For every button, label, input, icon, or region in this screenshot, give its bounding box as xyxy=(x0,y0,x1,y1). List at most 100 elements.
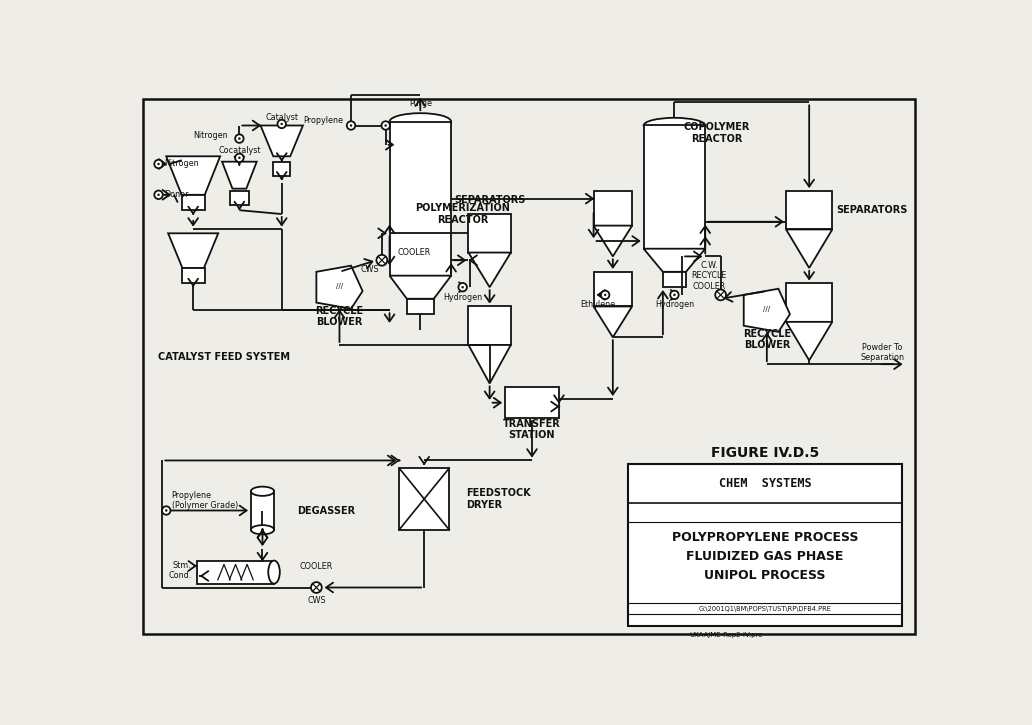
Circle shape xyxy=(235,154,244,162)
Circle shape xyxy=(311,582,322,593)
Text: UNIPOL PROCESS: UNIPOL PROCESS xyxy=(704,569,826,582)
Text: SEPARATORS: SEPARATORS xyxy=(836,205,907,215)
Bar xyxy=(230,191,249,204)
Bar xyxy=(628,464,902,626)
Text: ///: /// xyxy=(336,283,343,289)
Text: Donor: Donor xyxy=(164,190,189,199)
Circle shape xyxy=(385,125,387,126)
Bar xyxy=(389,122,451,276)
Text: C.W.
RECYCLE
COOLER: C.W. RECYCLE COOLER xyxy=(691,261,727,291)
Circle shape xyxy=(347,121,355,130)
Polygon shape xyxy=(593,225,632,257)
Text: CWS: CWS xyxy=(361,265,380,274)
Bar xyxy=(182,195,204,210)
Bar xyxy=(273,162,290,175)
Bar xyxy=(469,214,511,252)
Circle shape xyxy=(377,255,387,265)
Circle shape xyxy=(165,510,167,512)
Text: RECYCLE
BLOWER: RECYCLE BLOWER xyxy=(316,306,363,327)
Circle shape xyxy=(715,289,727,300)
Text: Cocatalyst: Cocatalyst xyxy=(218,146,261,154)
Polygon shape xyxy=(786,322,832,360)
Text: COOLER: COOLER xyxy=(299,562,333,571)
Polygon shape xyxy=(469,345,511,384)
Polygon shape xyxy=(168,233,218,268)
Text: CHEM  SYSTEMS: CHEM SYSTEMS xyxy=(718,477,811,490)
Bar xyxy=(786,283,832,322)
Circle shape xyxy=(235,134,244,143)
Ellipse shape xyxy=(251,525,275,534)
Circle shape xyxy=(670,291,679,299)
Ellipse shape xyxy=(268,560,280,584)
Bar xyxy=(786,191,832,229)
Bar xyxy=(644,125,705,249)
Circle shape xyxy=(158,163,160,165)
Circle shape xyxy=(281,123,283,125)
Text: TRANSFER
STATION: TRANSFER STATION xyxy=(504,419,560,441)
Polygon shape xyxy=(469,252,511,287)
Circle shape xyxy=(155,191,163,199)
Circle shape xyxy=(155,160,163,168)
Text: Powder To
Separation: Powder To Separation xyxy=(861,343,904,362)
Text: G:\2001Q1\BM\POPS\TUST\RP\DFB4.PRE: G:\2001Q1\BM\POPS\TUST\RP\DFB4.PRE xyxy=(699,606,832,612)
Circle shape xyxy=(162,506,170,515)
Polygon shape xyxy=(260,125,303,157)
Text: Cond.: Cond. xyxy=(168,571,192,581)
Polygon shape xyxy=(744,289,789,332)
Text: CATALYST FEED SYSTEM: CATALYST FEED SYSTEM xyxy=(158,352,290,362)
Text: Propylene
(Polymer Grade): Propylene (Polymer Grade) xyxy=(171,491,237,510)
Text: Nitrogen: Nitrogen xyxy=(193,131,228,140)
Circle shape xyxy=(604,294,606,296)
Polygon shape xyxy=(644,249,705,272)
Bar xyxy=(593,272,632,307)
Bar xyxy=(399,468,449,530)
Bar xyxy=(469,307,511,345)
Text: ///: /// xyxy=(764,306,771,312)
Circle shape xyxy=(350,125,352,126)
Text: FEEDSTOCK
DRYER: FEEDSTOCK DRYER xyxy=(466,488,531,510)
Text: POLYMERIZATION
REACTOR: POLYMERIZATION REACTOR xyxy=(415,203,510,225)
Text: COOLER: COOLER xyxy=(397,248,430,257)
Text: DEGASSER: DEGASSER xyxy=(297,505,355,515)
Text: Nitrogen: Nitrogen xyxy=(164,160,198,168)
Text: COPOLYMER
REACTOR: COPOLYMER REACTOR xyxy=(683,123,750,144)
Polygon shape xyxy=(389,276,451,299)
Text: Stm.: Stm. xyxy=(173,561,192,571)
Ellipse shape xyxy=(251,486,275,496)
Circle shape xyxy=(674,294,675,296)
Text: RECYCLE
BLOWER: RECYCLE BLOWER xyxy=(743,328,791,350)
Circle shape xyxy=(158,194,160,196)
Text: FIGURE IV.D.5: FIGURE IV.D.5 xyxy=(711,446,819,460)
Polygon shape xyxy=(222,162,257,188)
Polygon shape xyxy=(593,307,632,337)
Circle shape xyxy=(461,286,463,289)
Text: Hydrogen: Hydrogen xyxy=(655,299,694,309)
Polygon shape xyxy=(317,265,362,309)
Bar xyxy=(251,492,275,530)
Bar xyxy=(182,268,204,283)
Text: Propylene: Propylene xyxy=(303,115,344,125)
Text: Catalyst: Catalyst xyxy=(265,113,298,123)
Circle shape xyxy=(382,121,390,130)
Bar xyxy=(407,299,433,314)
Circle shape xyxy=(238,138,240,140)
Text: POLYPROPYLENE PROCESS: POLYPROPYLENE PROCESS xyxy=(672,531,859,544)
Ellipse shape xyxy=(644,117,705,133)
Polygon shape xyxy=(786,229,832,268)
Text: Ethylene: Ethylene xyxy=(580,299,615,309)
Circle shape xyxy=(278,120,286,128)
Text: FLUIDIZED GAS PHASE: FLUIDIZED GAS PHASE xyxy=(686,550,843,563)
Text: UKAAJME-Rep2-IV.pre: UKAAJME-Rep2-IV.pre xyxy=(689,632,763,638)
Polygon shape xyxy=(166,157,220,195)
Bar xyxy=(663,272,686,287)
Text: Hydrogen: Hydrogen xyxy=(443,293,482,302)
Text: CWS: CWS xyxy=(308,596,326,605)
Bar xyxy=(197,560,275,584)
Ellipse shape xyxy=(389,113,451,130)
Bar xyxy=(593,191,632,225)
Circle shape xyxy=(238,157,240,159)
Text: Purge: Purge xyxy=(409,99,431,109)
Text: SEPARATORS: SEPARATORS xyxy=(454,195,525,205)
Circle shape xyxy=(458,283,466,291)
Bar xyxy=(505,387,559,418)
